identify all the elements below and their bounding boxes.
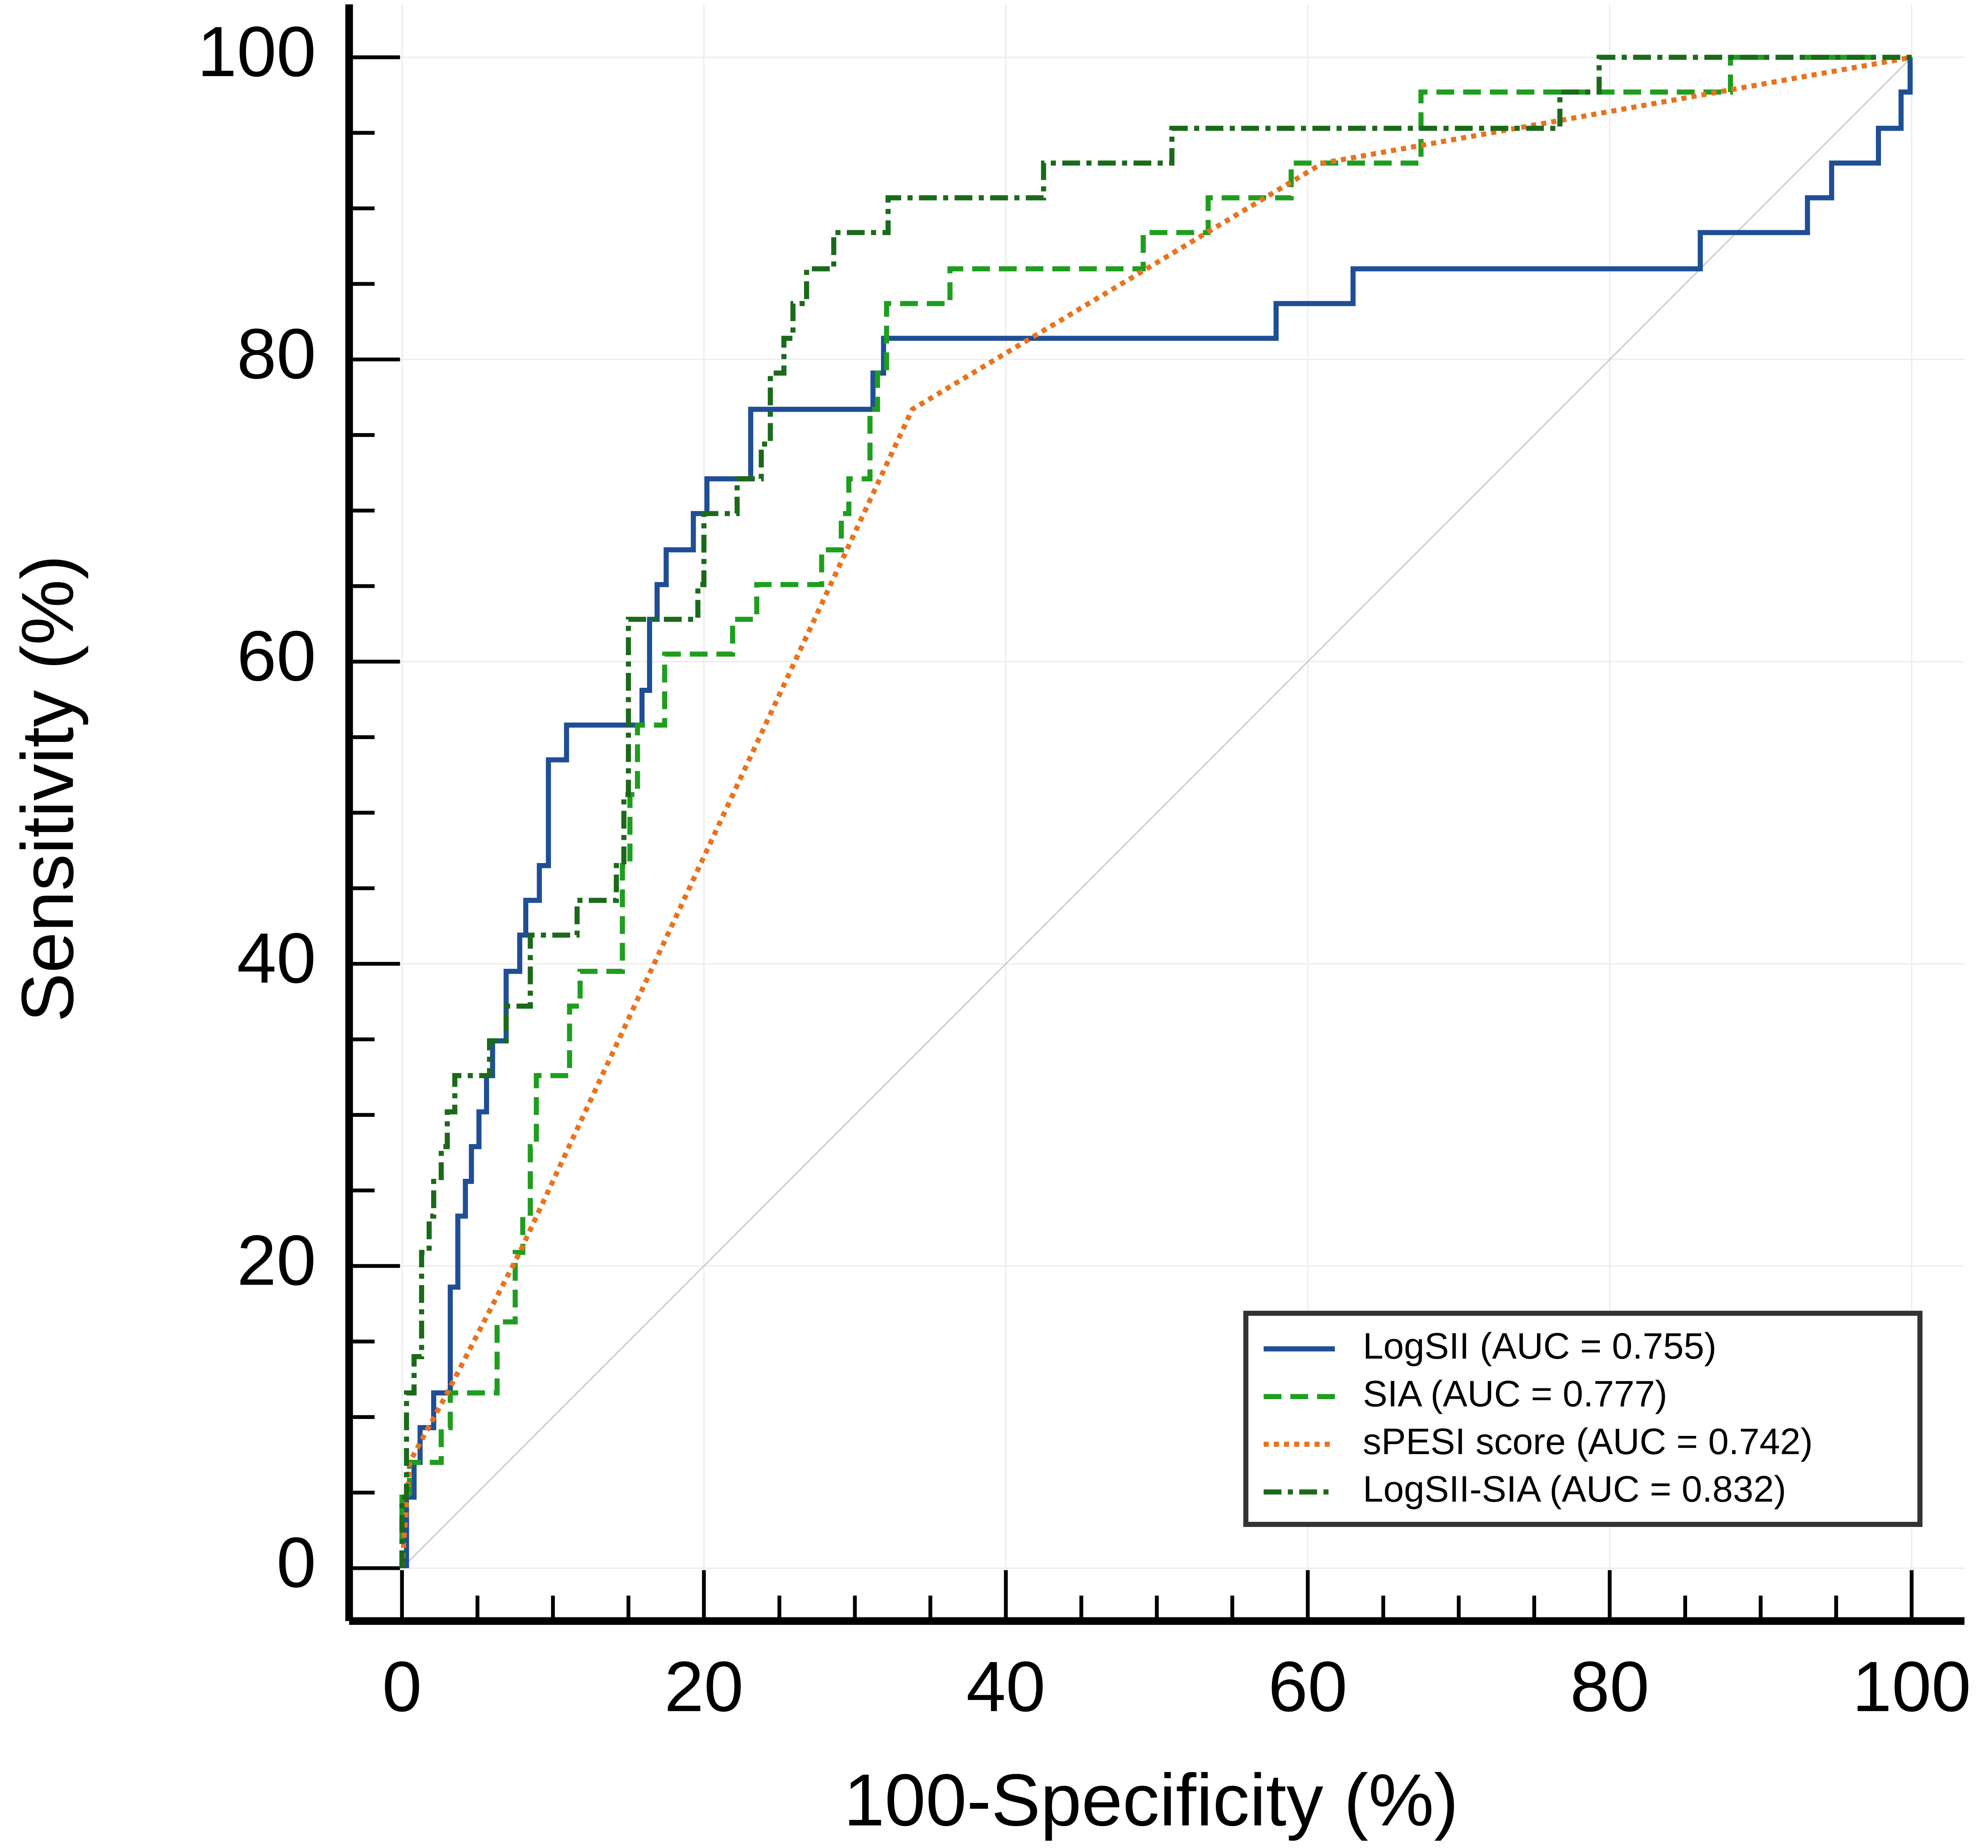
x-tick-label: 40 [966, 1647, 1045, 1726]
x-tick-label: 100 [1852, 1647, 1971, 1726]
roc-curve [399, 55, 1912, 1568]
legend-label: LogSII (AUC = 0.755) [1363, 1325, 1716, 1366]
y-tick-label: 0 [277, 1522, 316, 1602]
y-tick-label: 20 [237, 1220, 316, 1300]
legend-label: sPESI score (AUC = 0.742) [1363, 1421, 1813, 1462]
y-tick-label: 40 [237, 918, 316, 998]
roc-curve [399, 55, 1912, 1568]
y-axis-label: Sensitivity (%) [6, 555, 88, 1022]
roc-curve [399, 55, 1912, 1569]
x-tick-label: 0 [382, 1647, 422, 1726]
y-tick-label: 80 [237, 314, 316, 393]
legend-label: SIA (AUC = 0.777) [1363, 1373, 1667, 1414]
y-tick-label: 100 [197, 12, 316, 91]
y-tick-label: 60 [237, 616, 316, 696]
reference-diagonal [401, 57, 1912, 1569]
legend-box [1243, 1311, 1923, 1527]
legend-label: LogSII-SIA (AUC = 0.832) [1363, 1468, 1786, 1509]
x-tick-label: 20 [664, 1647, 744, 1726]
x-axis-label: 100-Specificity (%) [844, 1758, 1458, 1841]
x-tick-label: 60 [1268, 1647, 1348, 1726]
x-tick-label: 80 [1570, 1647, 1649, 1726]
